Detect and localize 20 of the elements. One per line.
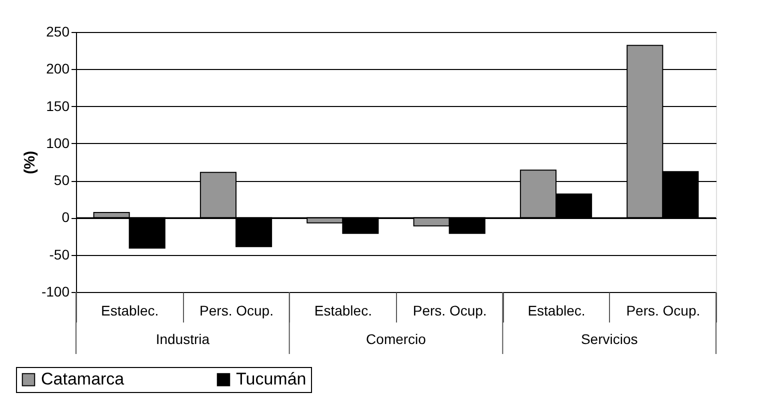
legend-label: Tucumán (236, 370, 306, 389)
text: Industria (156, 331, 210, 347)
text: Comercio (366, 331, 426, 347)
y-tick-label: 250 (46, 24, 70, 40)
text: Servicios (580, 331, 638, 347)
y-tick-label: 0 (62, 209, 70, 226)
x-tick-label: Establec. (314, 302, 372, 318)
y-tick-label: -50 (49, 246, 70, 262)
y-tick-label: 100 (46, 134, 70, 151)
y-tick-label: -100 (41, 284, 70, 300)
y-tick-label: 50 (54, 172, 70, 188)
y-axis-title: (%) (21, 150, 38, 174)
y-tick-label: 200 (46, 60, 70, 77)
y-tick-label: 150 (46, 98, 70, 114)
x-tick-label: Pers. Ocup. (200, 302, 274, 318)
x-tick-label: Establec. (528, 302, 586, 318)
x-tick-label: Pers. Ocup. (412, 302, 487, 318)
x-tick-label: Pers. Ocup. (626, 302, 700, 318)
x-tick-label: Establec. (101, 302, 159, 318)
legend-label: Catamarca (41, 370, 125, 389)
